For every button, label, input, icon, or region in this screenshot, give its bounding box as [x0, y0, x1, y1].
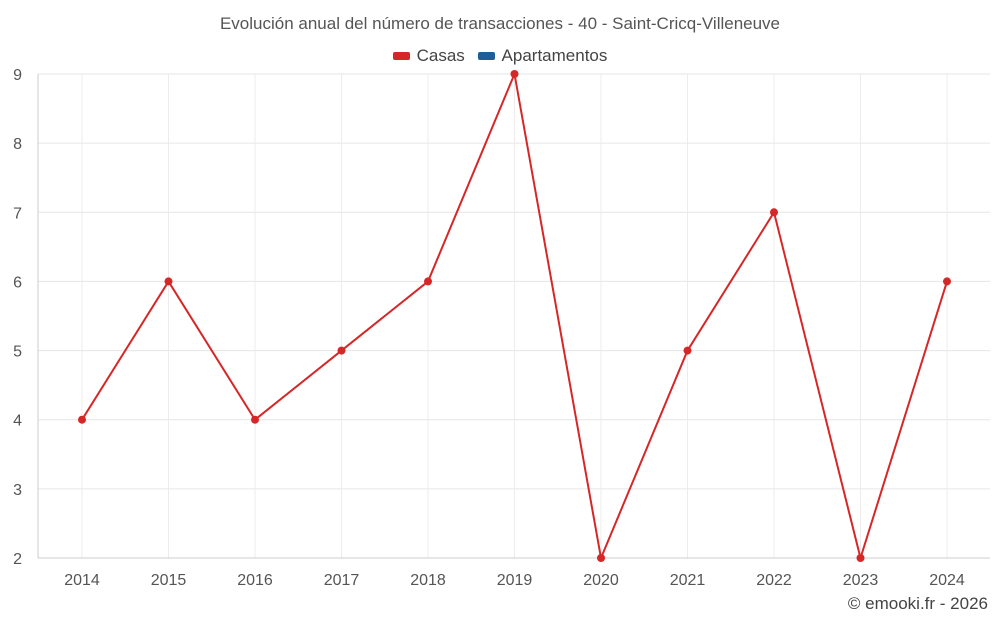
chart-title: Evolución anual del número de transaccio…	[219, 14, 781, 33]
x-tick-label: 2020	[583, 572, 619, 589]
y-tick-label: 2	[13, 551, 22, 568]
data-point	[770, 208, 778, 217]
data-point	[510, 70, 519, 78]
legend: Casas Apartamentos	[0, 45, 1000, 66]
x-tick-label: 2015	[151, 572, 187, 589]
legend-item-apartamentos[interactable]: Apartamentos	[477, 46, 608, 66]
x-tick-label: 2016	[237, 572, 273, 589]
data-point	[424, 277, 432, 286]
data-point	[164, 277, 173, 286]
x-tick-label: 2021	[670, 572, 706, 589]
data-point	[856, 554, 865, 562]
y-tick-label: 7	[13, 205, 22, 222]
y-tick-label: 8	[13, 136, 22, 153]
legend-label-apartamentos: Apartamentos	[501, 46, 608, 65]
data-point	[683, 346, 692, 355]
y-tick-label: 6	[13, 274, 22, 291]
y-tick-label: 4	[13, 413, 22, 430]
legend-label-casas: Casas	[416, 46, 465, 65]
legend-swatch-casas	[392, 52, 410, 60]
x-tick-label: 2023	[843, 572, 879, 589]
y-tick-label: 5	[13, 344, 22, 361]
credit-text: © emooki.fr - 2026	[847, 594, 988, 613]
legend-swatch-apartamentos	[477, 52, 495, 60]
data-point	[251, 415, 259, 424]
data-point	[337, 346, 346, 355]
x-tick-label: 2018	[410, 572, 446, 589]
x-tick-label: 2024	[929, 572, 965, 589]
data-point	[943, 277, 951, 286]
x-tick-label: 2014	[64, 572, 100, 589]
x-tick-label: 2022	[756, 572, 792, 589]
x-tick-label: 2017	[324, 572, 360, 589]
data-point	[78, 415, 86, 424]
legend-item-casas[interactable]: Casas	[392, 46, 465, 66]
y-tick-label: 9	[13, 67, 22, 84]
y-tick-label: 3	[13, 482, 22, 499]
data-point	[597, 554, 605, 562]
x-tick-label: 2019	[497, 572, 533, 589]
